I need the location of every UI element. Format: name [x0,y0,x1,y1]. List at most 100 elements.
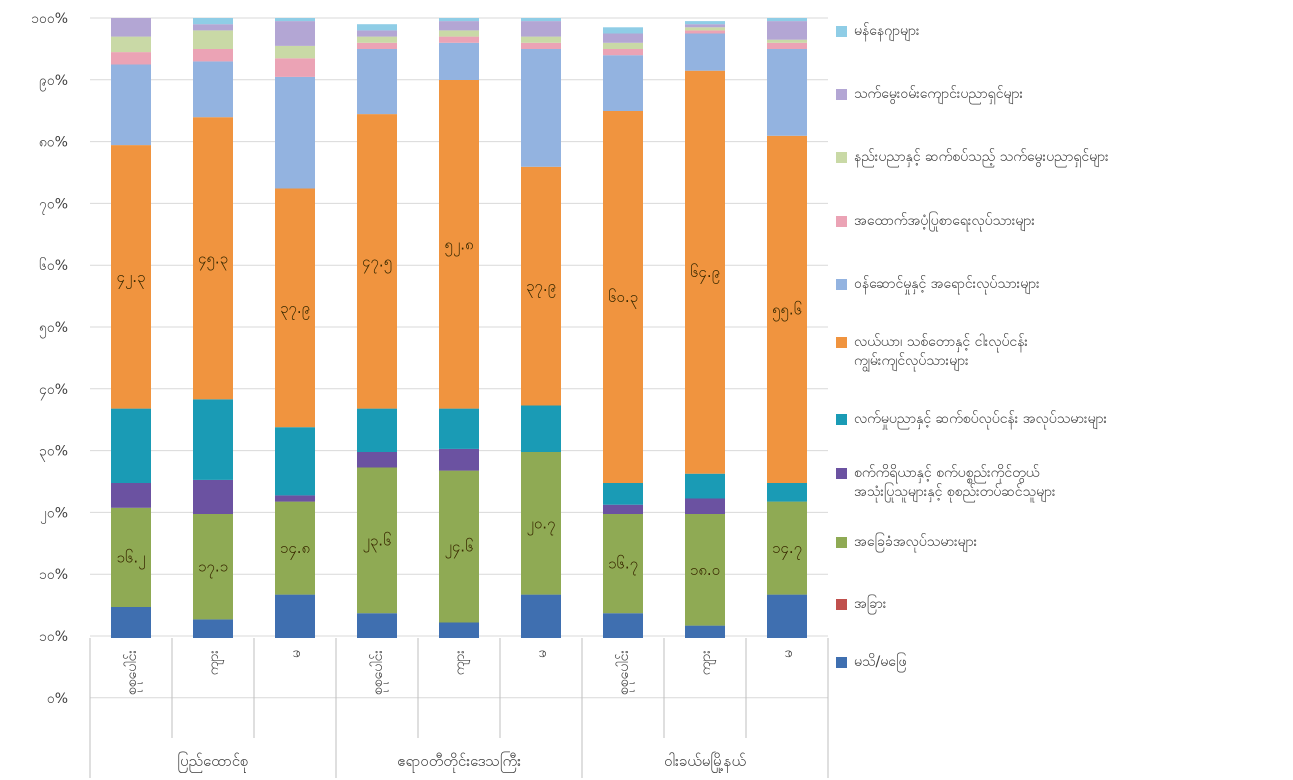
legend-label: စက်ကိရိယာနှင့် စက်ပစ္စည်းကိုင်တွယ် အသုံး… [854,465,1056,500]
bar-segment [603,514,643,614]
bar-segment [767,39,807,43]
bar-segment [111,52,151,65]
bar-segment [111,408,151,483]
data-label: ၁၆.၂ [116,548,145,569]
data-label: ၁၇.၁ [198,558,228,579]
y-tick-label: ၁၀% [39,629,68,645]
legend-item: မန်နေဂျာများ [836,22,920,41]
data-label: ၁၆.၇ [608,555,638,576]
bar-segment [193,514,233,620]
bar-segment [357,613,397,638]
x-category-label: စုစုပေါင်း [370,650,388,696]
bar-segment [767,42,807,49]
bar-segment [439,448,479,471]
data-label: ၆၀.၃ [608,288,638,309]
bar-segment [439,622,479,638]
bar-segment [521,49,561,167]
bar-segment [685,33,725,71]
y-tick-label: ၇၀% [39,196,68,214]
bar-segment [603,33,643,43]
bar-segment [685,514,725,626]
bar-segment [685,473,725,499]
bar-segment [357,24,397,31]
bar-segment [603,483,643,505]
data-label: ၆၄.၉ [690,263,720,284]
legend-label: လယ်ယာ၊ သစ်တောနှင့် ငါးလုပ်ငန်း ကျွမ်းကျင… [854,334,1028,369]
legend-label: မန်နေဂျာများ [854,23,920,39]
data-label: ၄၇.၅ [362,252,392,273]
legend-label: နည်းပညာနှင့် ဆက်စပ်သည့် သက်မွေးပညာရှင်မျ… [854,149,1109,165]
bar-segment [357,49,397,115]
bar-segment [111,607,151,638]
bar-segment [193,399,233,480]
legend-item: မသိ/မဖြေ [836,653,906,672]
bar-segment [275,427,315,496]
bar-segment [521,405,561,452]
bar-segment [521,42,561,49]
bar-segment [357,467,397,614]
bar-segment [685,498,725,514]
legend-swatch [836,216,847,227]
bar-segment [357,42,397,49]
legend-item: လယ်ယာ၊ သစ်တောနှင့် ငါးလုပ်ငန်း ကျွမ်းကျင… [836,333,1028,371]
legend-item: ဝန်ဆောင်မှုနှင့် အရောင်းလုပ်သားများ [836,275,1040,294]
x-category-label: မ [534,650,550,658]
data-label: ၄၅.၃ [198,249,228,270]
legend-label: လက်မှုပညာနှင့် ဆက်စပ်လုပ်ငန်း အလုပ်သမားမ… [854,411,1108,427]
bar-segment [603,49,643,56]
x-category-label: ကျား [698,650,716,676]
bar-segment [603,613,643,638]
x-category-label: စုစုပေါင်း [616,650,634,696]
bar-segment [521,18,561,22]
legend-swatch [836,152,847,163]
bar-segment [357,30,397,37]
bar-segment [111,483,151,508]
bar-segment [193,18,233,25]
legend-label: မသိ/မဖြေ [854,654,907,670]
bar-segment [439,21,479,31]
legend-swatch [836,337,847,348]
bar-segment [357,114,397,409]
bar-segment [685,27,725,31]
bar-segment [275,21,315,46]
chart-bars [111,18,807,638]
y-tick-label: ၁၀% [39,567,68,583]
x-category-label: မ [780,650,796,658]
bar-segment [275,188,315,428]
bar-segment [439,408,479,449]
bar-segment [193,61,233,118]
bar-segment [275,58,315,77]
bar-segment [193,619,233,638]
bar-segment [603,42,643,49]
bar-segment [521,21,561,37]
bar-segment [357,452,397,468]
bar-segment [767,483,807,502]
legend-swatch [836,657,847,668]
bar-segment [603,55,643,111]
legend-swatch [836,468,847,479]
bar-segment [767,18,807,22]
bar-segment [193,24,233,31]
bar-segment [767,135,807,484]
y-tick-label: ၁၀၀% [31,11,68,27]
bar-segment [439,80,479,409]
data-label: ၄၂.၃ [116,268,145,289]
bar-segment [439,470,479,623]
bar-segment [767,21,807,40]
legend-item: နည်းပညာနှင့် ဆက်စပ်သည့် သက်မွေးပညာရှင်မျ… [836,148,1109,167]
bar-segment [439,18,479,22]
legend-item: သက်မွေးဝမ်းကျောင်းပညာရှင်များ [836,85,1023,104]
data-label: ၁၈.၀ [690,561,720,579]
bar-segment [685,70,725,474]
bar-segment [111,507,151,607]
legend-item: အခြား [836,595,886,614]
y-tick-label: ၆၀% [39,258,68,274]
y-tick-label: ၀% [47,691,68,707]
data-label: ၂၃.၆ [362,531,391,552]
x-category-label: စုစုပေါင်း [124,650,142,696]
data-label: ၃၇.၉ [526,277,556,298]
data-label: ၅၅.၆ [772,300,802,321]
bar-segment [111,145,151,409]
stacked-bar-chart: ၁၀၀% ၉၀% ၈၀% ၇၀% ၆၀% ၅၀% ၄၀% ၃၀% ၂၀% ၁၀% ၁၀% ၀% စုစု… [31,11,829,778]
bar-segment [111,36,151,53]
